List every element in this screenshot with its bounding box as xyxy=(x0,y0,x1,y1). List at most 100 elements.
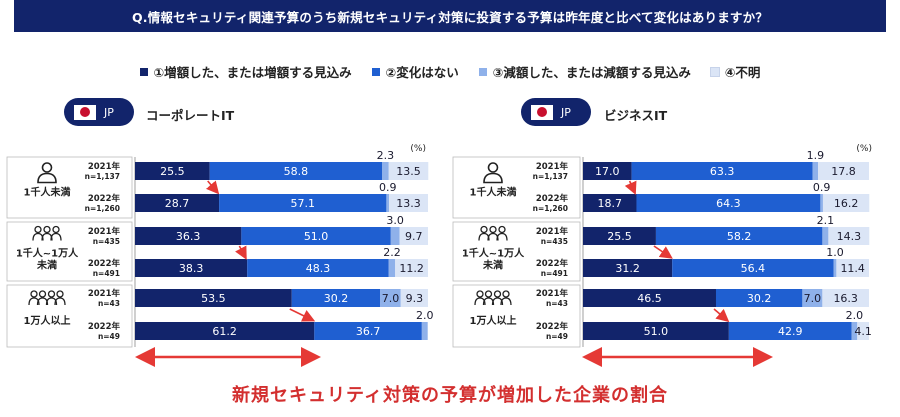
bar-segment xyxy=(135,289,292,307)
region-label: JP xyxy=(561,105,571,119)
panel-title-corporate-it: コーポレートIT xyxy=(146,108,235,123)
bar-segment xyxy=(386,194,390,212)
data-label: 1.9 xyxy=(807,149,825,162)
bar-segment xyxy=(822,194,870,212)
data-label: 25.5 xyxy=(160,165,185,178)
bar-segment xyxy=(655,227,823,245)
bar-segment xyxy=(583,162,632,180)
data-label: 17.8 xyxy=(831,165,856,178)
panel-title-business-it: ビジネスIT xyxy=(604,108,668,123)
data-label: 57.1 xyxy=(290,197,315,210)
bar-segment xyxy=(822,289,869,307)
bar-segment xyxy=(380,289,401,307)
bar-segment xyxy=(583,322,729,340)
question-text: Q.情報セキュリティ関連予算のうち新規セキュリティ対策に投資する予算は昨年度と比… xyxy=(131,9,769,25)
data-label: 48.3 xyxy=(306,262,331,275)
people-icon-head xyxy=(47,290,56,298)
bar-segment xyxy=(812,162,819,180)
data-label: 17.0 xyxy=(595,165,620,178)
region-pill-right: JP xyxy=(521,98,591,126)
people-icon-head xyxy=(484,290,493,298)
data-label: 31.2 xyxy=(615,262,640,275)
row-n-label: n=491 xyxy=(541,269,568,278)
legend-label: ③減額した、または減額する見込み xyxy=(492,65,691,80)
row-year-label: 2022年 xyxy=(88,193,121,204)
group-label: 1千人未満 xyxy=(470,186,517,199)
data-label: 2.2 xyxy=(383,246,401,259)
bar-segment xyxy=(314,322,422,340)
japan-flag-icon xyxy=(531,104,553,120)
group-box xyxy=(6,221,133,282)
bar-segment xyxy=(851,322,858,340)
increase-arrow xyxy=(653,245,673,259)
unit-label: (%) xyxy=(856,144,872,154)
data-label: 38.3 xyxy=(179,262,204,275)
people-icon-head xyxy=(489,225,497,234)
bar-segment xyxy=(636,194,821,212)
row-n-label: n=1,137 xyxy=(533,172,568,181)
bar-segment xyxy=(381,162,389,180)
people-icon-head xyxy=(52,225,60,234)
person-icon-body xyxy=(37,172,57,184)
legend-item-nochange: ②変化はない xyxy=(371,62,459,81)
data-label: 36.3 xyxy=(176,230,201,243)
group-label: 未満 xyxy=(36,259,57,272)
bar-segment xyxy=(822,227,829,245)
bar-segment xyxy=(583,227,656,245)
legend-swatch xyxy=(139,67,148,76)
bar-segment xyxy=(715,289,803,307)
row-year-label: 2021年 xyxy=(88,161,121,172)
bar-segment xyxy=(833,259,837,277)
bar-segment xyxy=(388,259,396,277)
bar-segment xyxy=(209,162,382,180)
people-icon-head xyxy=(43,225,51,234)
bar-segment xyxy=(421,322,428,340)
bar-segment xyxy=(828,227,870,245)
question-banner: Q.情報セキュリティ関連予算のうち新規セキュリティ対策に投資する予算は昨年度と比… xyxy=(14,0,886,32)
row-n-label: n=435 xyxy=(93,237,120,246)
people-icon-head xyxy=(56,290,64,298)
data-label: 61.2 xyxy=(212,325,237,338)
bar-segment xyxy=(219,194,387,212)
row-year-label: 2021年 xyxy=(536,226,569,237)
data-label: 1.0 xyxy=(826,246,844,259)
data-label: 30.2 xyxy=(324,292,349,305)
people-icon-head xyxy=(502,290,510,298)
data-label: 7.0 xyxy=(804,292,822,305)
bar-segment xyxy=(247,259,389,277)
group-label: 1万人以上 xyxy=(24,314,71,327)
bar-segment xyxy=(135,162,210,180)
bar-segment xyxy=(291,289,381,307)
bar-segment xyxy=(135,322,315,340)
row-n-label: n=1,260 xyxy=(85,204,120,213)
data-label: 42.9 xyxy=(778,325,803,338)
bar-segment xyxy=(728,322,852,340)
bar-segment xyxy=(135,227,242,245)
bar-segment xyxy=(135,259,248,277)
data-label: 51.0 xyxy=(304,230,329,243)
data-label: 16.2 xyxy=(834,197,859,210)
people-icon-body xyxy=(500,297,512,306)
row-n-label: n=1,137 xyxy=(85,172,120,181)
row-year-label: 2021年 xyxy=(536,288,569,299)
legend-label: ①増額した、または増額する見込み xyxy=(153,65,352,80)
bar-segment xyxy=(395,259,428,277)
group-label: 1万人以上 xyxy=(470,314,517,327)
legend: ①増額した、または増額する見込み ②変化はない ③減額した、または減額する見込み… xyxy=(0,62,900,81)
group-box xyxy=(6,284,133,348)
legend-swatch xyxy=(709,66,720,77)
bar-segment xyxy=(820,194,823,212)
bar-segment xyxy=(390,227,400,245)
bar-segment xyxy=(241,227,391,245)
people-icon-head xyxy=(498,225,506,234)
data-label: 2.0 xyxy=(846,309,864,322)
row-year-label: 2022年 xyxy=(536,258,569,269)
person-icon-body xyxy=(483,172,503,184)
row-n-label: n=49 xyxy=(546,332,568,341)
data-label: 0.9 xyxy=(379,181,397,194)
legend-swatch xyxy=(371,67,380,76)
data-label: 2.0 xyxy=(416,309,434,322)
legend-item-unknown: ④不明 xyxy=(709,62,760,81)
bar-segment xyxy=(583,194,637,212)
